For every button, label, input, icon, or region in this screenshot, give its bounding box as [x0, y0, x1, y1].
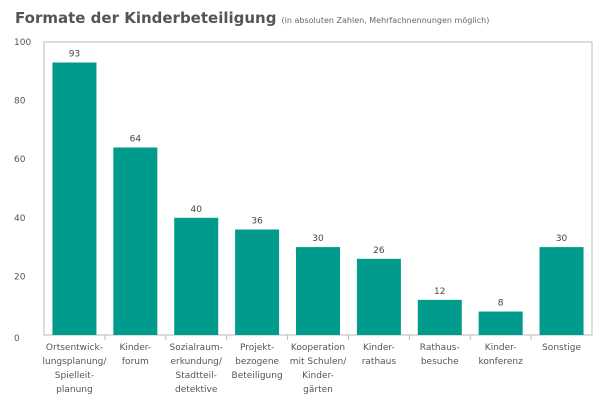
bar	[539, 247, 584, 335]
y-tick-label: 100	[14, 38, 31, 48]
bar-value-label: 30	[312, 234, 324, 244]
bar	[478, 311, 523, 335]
x-category-label: Spielleit-	[55, 371, 94, 381]
x-category-label: gärten	[303, 385, 333, 395]
y-tick-label: 40	[14, 214, 26, 224]
x-category-label: mit Schulen/	[290, 357, 347, 367]
bar	[296, 247, 340, 335]
y-tick-label: 60	[14, 155, 26, 165]
y-tick-label: 0	[14, 334, 20, 344]
bar-value-label: 8	[498, 299, 504, 309]
x-category-label: konferenz	[479, 357, 524, 367]
x-category-label: forum	[122, 357, 149, 367]
bar	[417, 299, 462, 335]
chart-title-main: Formate der Kinderbeteiligung	[15, 9, 277, 27]
bar-value-label: 64	[130, 134, 142, 144]
bar-value-label: 12	[434, 287, 445, 297]
x-category-label: Kinder-	[119, 343, 151, 353]
bar	[235, 229, 280, 335]
bar	[52, 62, 97, 335]
bar	[174, 217, 219, 335]
x-category-label: Kooperation	[291, 343, 345, 353]
y-tick-label: 80	[14, 97, 26, 107]
x-category-label: Kinder-	[485, 343, 517, 353]
x-category-label: lungsplanung/	[42, 357, 107, 367]
x-category-label: Beteiligung	[232, 371, 283, 381]
y-tick-label: 20	[14, 272, 26, 282]
x-category-label: Sozialraum-	[170, 343, 223, 353]
bar-value-label: 30	[556, 234, 568, 244]
x-category-label: bezogene	[235, 357, 279, 367]
x-category-label: planung	[56, 385, 93, 395]
x-category-label: Kinder-	[363, 343, 395, 353]
bar	[356, 258, 401, 335]
x-category-label: erkundung/	[170, 357, 222, 367]
plot-frame	[43, 41, 593, 336]
x-category-label: Ortsentwick-	[46, 343, 103, 353]
x-category-label: Projekt-	[240, 343, 274, 353]
chart-title: Formate der Kinderbeteiligung (in absolu…	[15, 8, 489, 27]
x-category-label: rathaus	[362, 357, 397, 367]
x-category-label: besuche	[421, 357, 459, 367]
bar-value-label: 40	[190, 205, 202, 215]
bar	[113, 147, 158, 335]
bar-value-label: 36	[251, 217, 263, 227]
x-category-label: Sonstige	[542, 343, 581, 353]
x-category-label: Kinder-	[302, 371, 334, 381]
x-category-label: Rathaus-	[420, 343, 460, 353]
x-category-label: Stadtteil-	[176, 371, 217, 381]
bar-value-label: 26	[373, 246, 385, 256]
chart-subtitle: (in absoluten Zahlen, Mehrfachnennungen …	[281, 16, 490, 25]
bar-value-label: 93	[69, 50, 80, 60]
x-category-label: detektive	[175, 385, 218, 395]
